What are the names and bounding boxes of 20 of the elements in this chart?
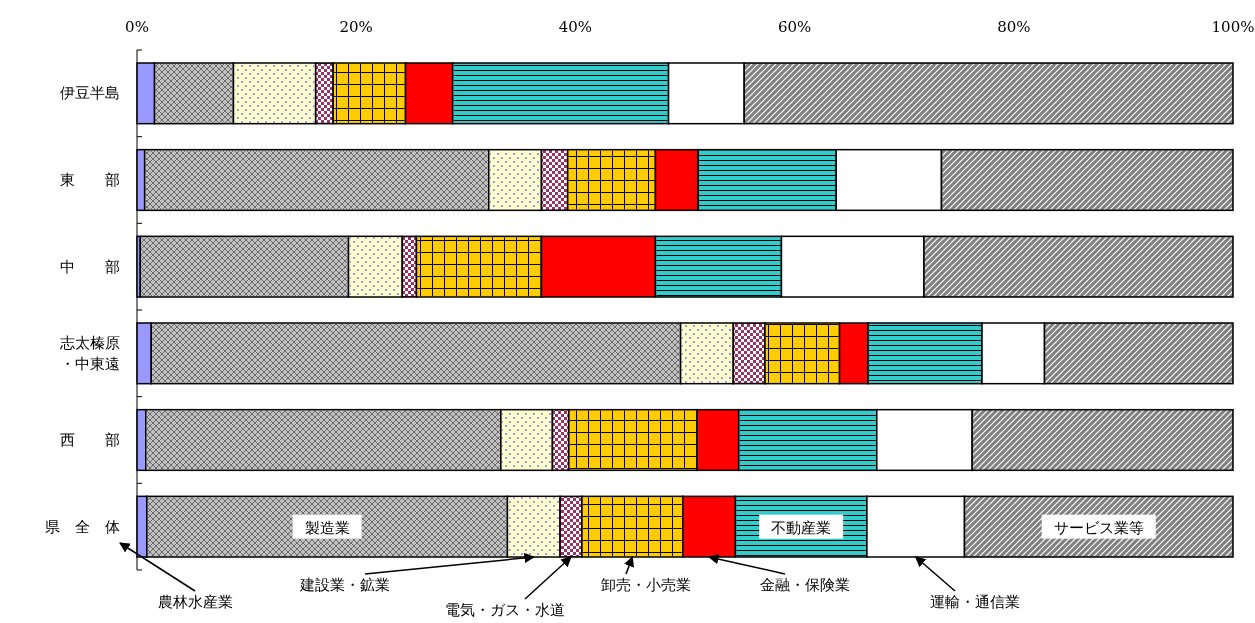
x-tick-label: 80% <box>997 18 1031 36</box>
x-tick-label: 40% <box>558 18 593 36</box>
x-tick-label: 0% <box>125 18 149 36</box>
x-tick-label: 100% <box>1211 18 1255 36</box>
text: 金融・保険業 <box>760 576 850 594</box>
text: 建設業・鉱業 <box>299 576 390 594</box>
y-tick-label: 県 全 体 <box>45 517 120 536</box>
y-tick-label: 東 部 <box>60 171 120 189</box>
x-tick-label: 20% <box>339 18 373 36</box>
x-tick-label: 60% <box>777 18 812 36</box>
y-tick-label: 西 部 <box>60 431 120 449</box>
legend-label: 運輸・通信業 <box>930 593 1020 611</box>
series-label: 不動産業 <box>771 518 832 537</box>
series-label: サービス業等 <box>1053 518 1144 537</box>
y-tick-label: 志太榛原・中東遠 <box>60 334 120 374</box>
y-tick-label: 中 部 <box>60 257 120 276</box>
text: 電気・ガス・水道 <box>445 601 565 619</box>
legend-label: 卸売・小売業 <box>601 576 691 594</box>
text: 農林水産業 <box>157 593 233 611</box>
y-tick-label: 伊豆半島 <box>60 84 120 103</box>
